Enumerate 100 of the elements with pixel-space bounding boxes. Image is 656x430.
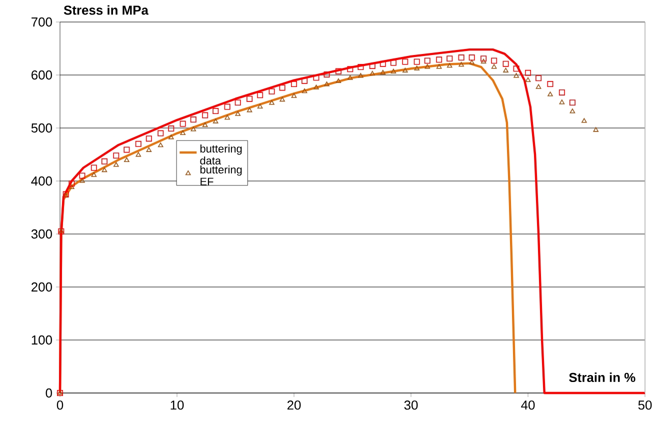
point <box>79 172 86 179</box>
point <box>536 84 542 89</box>
y-axis-title: Stress in MPa <box>64 5 149 15</box>
y-tick-label: 100 <box>32 335 52 345</box>
point <box>446 63 452 68</box>
y-tick-label: 500 <box>31 123 52 133</box>
point <box>158 142 164 148</box>
point <box>280 96 285 102</box>
point <box>114 162 119 167</box>
point <box>436 56 442 63</box>
point <box>402 68 408 72</box>
point <box>358 73 364 78</box>
point <box>269 100 274 105</box>
x-tick-label: 30 <box>404 400 418 410</box>
point <box>102 167 108 172</box>
point <box>124 157 130 162</box>
x-tick-label: 0 <box>56 400 64 410</box>
point <box>124 146 130 153</box>
point <box>559 100 565 104</box>
point <box>446 56 453 62</box>
point <box>224 114 230 120</box>
point <box>503 68 508 72</box>
point <box>582 118 587 123</box>
x-tick-label: 40 <box>521 400 535 410</box>
point <box>168 134 174 140</box>
legend-label: buttering EF <box>200 165 242 186</box>
x-axis-title: Strain in % <box>569 372 636 382</box>
point <box>414 66 420 70</box>
point <box>257 104 263 108</box>
point <box>335 68 342 74</box>
y-tick-label: 200 <box>32 282 52 292</box>
point <box>202 112 208 118</box>
point <box>180 120 186 127</box>
point <box>324 82 330 86</box>
point <box>347 66 354 72</box>
point <box>91 172 97 177</box>
point <box>235 111 240 116</box>
point <box>513 66 520 72</box>
point <box>68 180 75 187</box>
point <box>113 152 120 159</box>
point <box>202 122 208 128</box>
point <box>480 58 486 64</box>
point <box>468 54 475 60</box>
point <box>212 108 219 114</box>
point <box>101 158 108 164</box>
point <box>491 64 497 69</box>
point <box>246 108 252 112</box>
point <box>168 126 174 132</box>
point <box>424 64 430 69</box>
point <box>224 104 230 110</box>
point <box>69 184 74 190</box>
y-tick-label: 0 <box>46 388 52 398</box>
point <box>458 54 464 60</box>
point <box>80 178 85 183</box>
point <box>491 58 498 64</box>
point <box>135 140 142 147</box>
point <box>314 84 319 90</box>
y-tick-label: 600 <box>32 70 52 80</box>
point <box>380 70 386 75</box>
point <box>302 78 308 84</box>
point <box>547 81 554 87</box>
point <box>548 92 553 96</box>
point <box>536 75 542 82</box>
point <box>190 126 196 132</box>
point <box>257 92 264 98</box>
point <box>358 64 364 70</box>
point <box>558 90 565 96</box>
point <box>436 64 442 69</box>
point <box>458 62 464 67</box>
y-tick-label: 300 <box>31 229 52 239</box>
y-tick-label: 700 <box>32 17 52 27</box>
point <box>414 58 420 65</box>
point <box>212 118 218 124</box>
point <box>402 58 408 65</box>
point <box>514 73 519 78</box>
x-tick-label: 50 <box>638 400 652 410</box>
point <box>324 71 330 78</box>
point <box>570 108 576 114</box>
point <box>279 84 286 91</box>
point <box>525 77 531 82</box>
x-tick-label: 20 <box>287 400 301 410</box>
point <box>302 88 308 94</box>
point <box>336 78 342 84</box>
point <box>190 116 196 123</box>
point <box>348 75 353 80</box>
point <box>502 60 509 67</box>
point <box>569 100 576 106</box>
point <box>180 130 186 135</box>
point <box>136 152 142 157</box>
point <box>291 81 297 87</box>
point <box>146 147 152 152</box>
point <box>390 60 396 66</box>
point <box>390 68 396 74</box>
point <box>291 93 297 98</box>
point <box>424 58 430 64</box>
point <box>146 136 152 142</box>
point <box>246 96 253 102</box>
point <box>469 60 474 65</box>
point <box>380 60 386 67</box>
point <box>90 164 97 171</box>
